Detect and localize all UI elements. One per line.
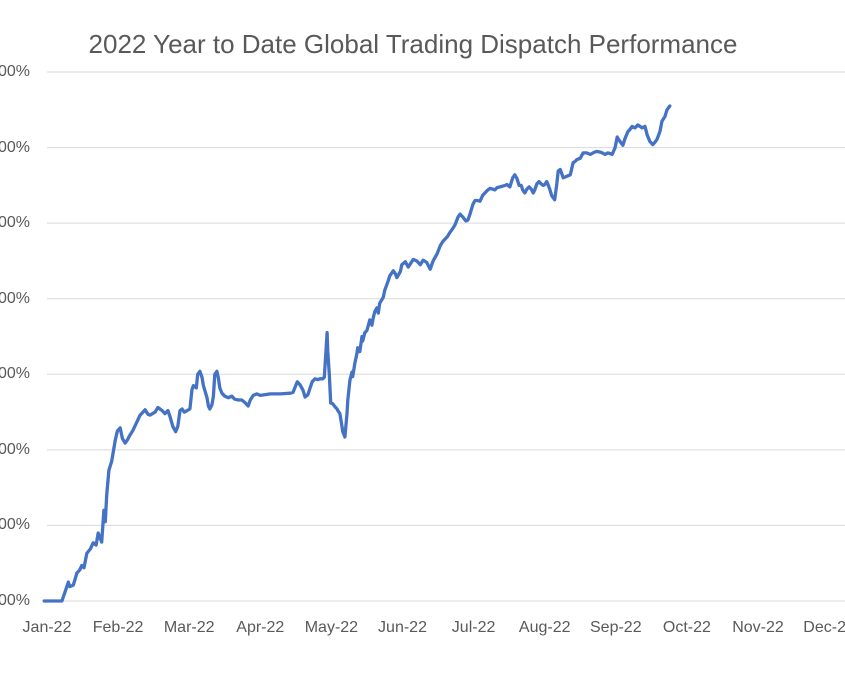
x-axis-tick-label: Apr-22 <box>236 619 285 636</box>
y-axis-tick-label: 200% <box>0 516 30 534</box>
x-axis-tick-label: Jan-22 <box>22 619 72 636</box>
y-axis-tick-label: 500% <box>0 289 30 307</box>
y-axis-tick-label: 100% <box>0 592 30 609</box>
x-axis-tick-label: Nov-22 <box>732 619 784 636</box>
x-axis-tick-label: Sep-22 <box>590 619 642 636</box>
y-axis-tick-label: 300% <box>0 440 30 458</box>
y-axis-tick-label: 800% <box>0 63 30 80</box>
y-axis-tick-label: 400% <box>0 365 30 383</box>
x-axis-tick-label: Jun-22 <box>378 619 427 636</box>
x-axis-tick-label: Mar-22 <box>163 619 215 636</box>
x-axis-tick-label: Aug-22 <box>518 619 571 636</box>
chart-title: 2022 Year to Date Global Trading Dispatc… <box>88 29 738 59</box>
y-axis-tick-label: 700% <box>0 138 30 156</box>
x-axis-tick-label: May-22 <box>304 619 359 636</box>
y-axis-tick-label: 600% <box>0 214 30 232</box>
x-axis-tick-label: Jul-22 <box>451 619 496 636</box>
x-axis-tick-label: Feb-22 <box>92 619 144 636</box>
x-axis-tick-label: Dec-22 <box>803 619 845 636</box>
x-axis-tick-label: Oct-22 <box>662 619 711 636</box>
performance-line-series <box>42 104 672 603</box>
